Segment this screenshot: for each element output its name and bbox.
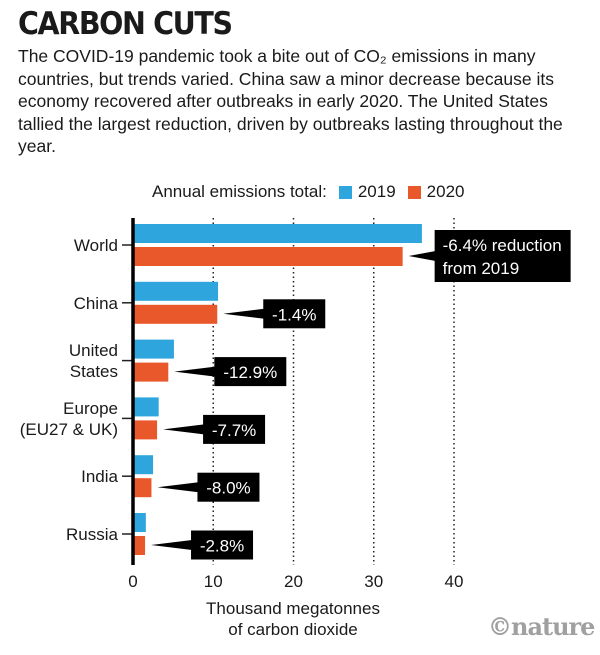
bar-2019 (133, 397, 159, 417)
x-axis-label: Thousand megatonnes (206, 599, 380, 618)
category-label: Russia (66, 525, 119, 544)
annotation-label: -12.9% (223, 363, 277, 382)
bar-2020 (133, 420, 158, 440)
chart-subtitle: The COVID-19 pandemic took a bite out of… (18, 46, 563, 156)
annotation-label: -2.8% (200, 537, 244, 556)
x-tick-label: 10 (204, 572, 223, 591)
bar-2019 (133, 455, 154, 475)
bar-2020 (133, 304, 218, 324)
bar-2019 (133, 513, 146, 532)
annotation-pointer (157, 482, 199, 493)
bar-2019 (133, 281, 219, 301)
category-label: Europe (63, 399, 118, 418)
annotation-label: -6.4% reduction (443, 236, 562, 255)
annotation-pointer (408, 251, 436, 261)
legend-entry-2020: 2020 (426, 182, 465, 201)
bar-2020 (133, 362, 169, 382)
category-label: World (74, 236, 118, 255)
annotation-box (197, 472, 260, 502)
annotation-pointer (163, 424, 205, 435)
bar-2020 (133, 247, 403, 266)
category-label: (EU27 & UK) (20, 420, 118, 439)
annotation-label: -8.0% (206, 479, 250, 498)
x-axis-label: of carbon dioxide (228, 620, 357, 639)
legend: Annual emissions total: 2019 2020 (152, 182, 464, 202)
bar-2019 (133, 339, 174, 359)
bar-2020 (133, 536, 146, 555)
nature-logo: ©nature (488, 612, 595, 641)
annotation-pointer (174, 366, 216, 377)
bar-2020 (133, 478, 152, 498)
annotation-box (203, 414, 266, 444)
annotation-pointer (223, 308, 265, 319)
category-label: United (69, 341, 118, 360)
annotation-label: -1.4% (272, 305, 316, 324)
annotation-label: -7.7% (212, 421, 256, 440)
category-label: India (81, 467, 118, 486)
x-tick-label: 0 (128, 572, 137, 591)
chart-title: CARBON CUTS (18, 6, 233, 42)
annotation-pointer (151, 540, 193, 550)
annotation-box (191, 530, 254, 560)
bar-2019 (133, 224, 422, 243)
x-tick-label: 40 (445, 572, 464, 591)
legend-entry-2019: 2019 (357, 182, 396, 201)
category-label: States (70, 362, 118, 381)
legend-swatch-2020 (407, 185, 421, 199)
category-label: China (74, 294, 119, 313)
annotation-box (214, 357, 287, 387)
x-tick-label: 20 (284, 572, 303, 591)
legend-swatch-2019 (338, 185, 352, 199)
annotation-box (263, 299, 326, 329)
annotation-box (434, 230, 571, 282)
legend-label: Annual emissions total: (152, 182, 327, 201)
x-tick-label: 30 (364, 572, 383, 591)
annotation-label: from 2019 (443, 259, 520, 278)
